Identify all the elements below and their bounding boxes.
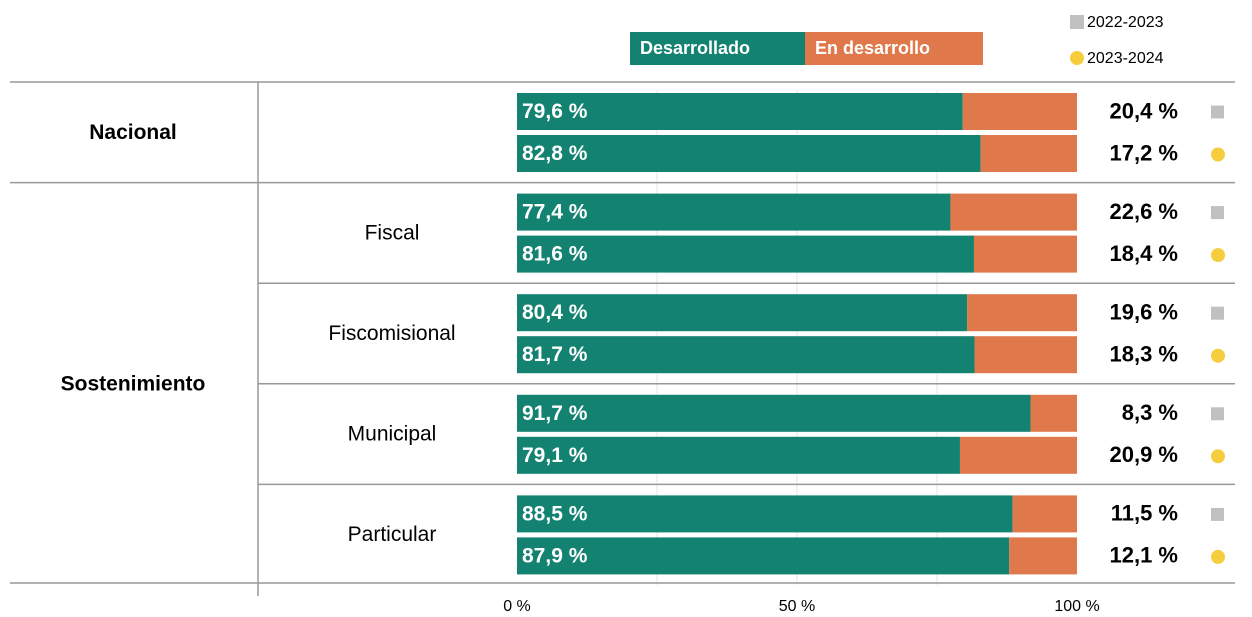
bar-segment: [517, 193, 951, 231]
value-label: 17,2 %: [1110, 140, 1179, 165]
category-label: Fiscal: [365, 221, 420, 244]
x-tick-label: 50 %: [779, 598, 815, 615]
legend-marker: [1070, 51, 1084, 65]
bar-segment: [517, 235, 974, 273]
period-marker: [1211, 407, 1224, 421]
bar-label: 82,8 %: [522, 142, 588, 165]
legend-label: En desarrollo: [815, 38, 930, 58]
bar-segment: [517, 135, 981, 172]
bar-label: 91,7 %: [522, 402, 588, 425]
legend-swatch: [630, 32, 805, 65]
bar-segment: [1012, 495, 1077, 533]
period-marker: [1211, 549, 1225, 564]
bar-segment: [967, 294, 1077, 332]
value-label: 19,6 %: [1110, 300, 1179, 325]
bar-segment: [974, 336, 1077, 374]
bar-segment: [973, 235, 1077, 273]
bar-segment: [959, 436, 1077, 474]
group-label: Sostenimiento: [61, 372, 206, 395]
category-label: Fiscomisional: [328, 322, 455, 345]
value-label: 12,1 %: [1110, 543, 1179, 568]
bar-label: 87,9 %: [522, 544, 588, 567]
x-tick-label: 0 %: [503, 598, 531, 615]
group-label: Nacional: [89, 121, 177, 144]
period-marker: [1211, 105, 1224, 119]
bar-segment: [517, 495, 1013, 533]
period-marker: [1211, 306, 1224, 320]
bar-label: 81,6 %: [522, 243, 588, 266]
bar-segment: [962, 93, 1077, 130]
x-tick-label: 100 %: [1054, 598, 1099, 615]
bar-label: 77,4 %: [522, 201, 588, 224]
period-marker: [1211, 507, 1224, 521]
value-label: 11,5 %: [1111, 501, 1178, 526]
legend-marker: [1070, 15, 1084, 29]
category-label: Particular: [348, 523, 437, 546]
value-label: 22,6 %: [1110, 199, 1179, 224]
bar-segment: [517, 436, 960, 474]
bar-segment: [517, 537, 1010, 575]
period-marker: [1211, 206, 1224, 220]
legend-label: Desarrollado: [640, 38, 750, 58]
bar-segment: [1030, 394, 1077, 432]
bar-segment: [517, 336, 975, 374]
bar-segment: [980, 135, 1077, 172]
category-label: Municipal: [348, 423, 437, 446]
legend-label: 2023-2024: [1087, 50, 1164, 67]
bar-label: 81,7 %: [522, 343, 588, 366]
bar-segment: [517, 394, 1031, 432]
period-marker: [1211, 449, 1225, 464]
value-label: 20,4 %: [1110, 98, 1179, 123]
value-label: 20,9 %: [1110, 442, 1179, 467]
bar-label: 79,6 %: [522, 100, 588, 123]
period-marker: [1211, 348, 1225, 363]
period-marker: [1211, 248, 1225, 263]
bar-segment: [517, 294, 968, 332]
bar-segment: [1009, 537, 1077, 575]
value-label: 8,3 %: [1122, 400, 1178, 425]
bar-label: 79,1 %: [522, 444, 588, 467]
value-label: 18,4 %: [1110, 241, 1179, 266]
bar-label: 80,4 %: [522, 301, 588, 324]
bar-segment: [950, 193, 1077, 231]
legend-swatch: [805, 32, 983, 65]
legend-label: 2022-2023: [1087, 14, 1164, 31]
bar-segment: [517, 93, 963, 130]
period-marker: [1211, 147, 1225, 162]
value-label: 18,3 %: [1110, 342, 1179, 367]
bar-label: 88,5 %: [522, 502, 588, 525]
